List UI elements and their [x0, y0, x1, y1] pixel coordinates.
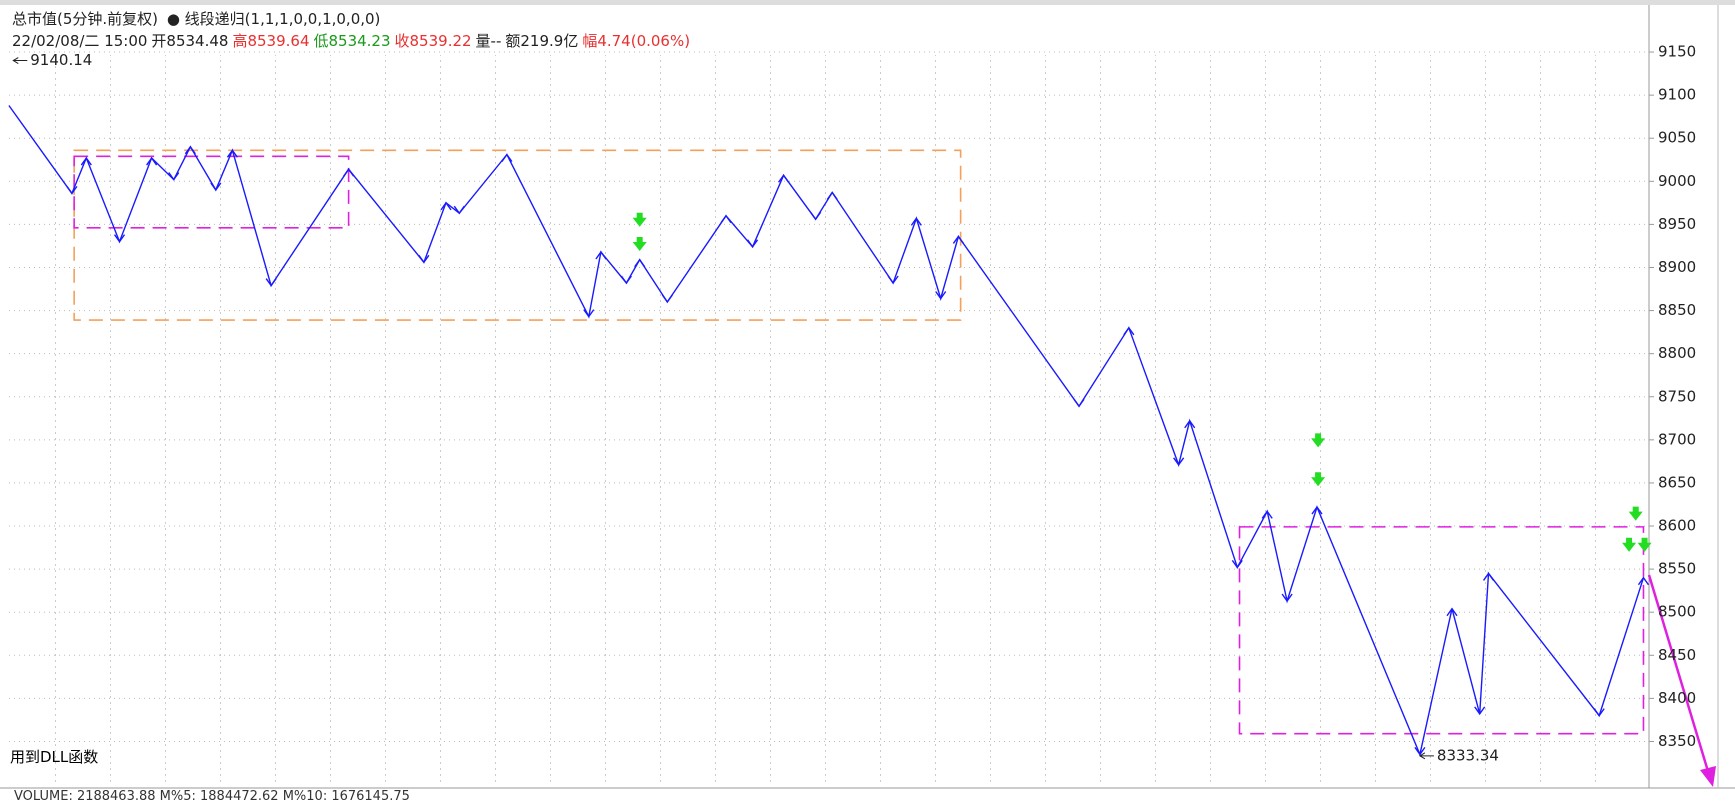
segment-arrowhead — [113, 234, 126, 243]
y-tick-label: 8450 — [1658, 646, 1696, 664]
range-box — [73, 155, 350, 229]
header-line-1: 总市值(5分钟.前复权) ● 线段递归(1,1,1,0,0,1,0,0,0) — [12, 8, 388, 29]
segment-arrowhead — [777, 174, 790, 183]
y-tick-label: 8850 — [1658, 301, 1696, 319]
segment-arrowhead — [1123, 326, 1135, 336]
amount: 额219.9亿 — [505, 32, 579, 50]
annotation-label: 9140.14 — [30, 51, 92, 69]
segment-arrowhead — [418, 254, 430, 264]
indicator-name: 线段递归(1,1,1,0,0,1,0,0,0) — [184, 10, 381, 28]
segment-arrowhead — [80, 156, 92, 166]
segment-arrowhead — [746, 239, 759, 249]
segment-arrowhead — [1184, 419, 1196, 429]
change: 幅4.74(0.06%) — [582, 32, 691, 50]
segment-arrowhead — [935, 291, 947, 300]
segment-arrowhead — [661, 294, 673, 304]
forecast-arrowhead — [1700, 766, 1716, 787]
forecast-arrow — [1647, 574, 1712, 779]
segment-arrowhead — [184, 145, 196, 155]
volume-line: VOLUME: 2188463.88 M%5: 1884472.62 M%10:… — [14, 789, 410, 804]
segment-arrowhead — [1474, 706, 1486, 716]
signal-arrow — [632, 236, 647, 251]
segment-arrowhead — [595, 250, 607, 260]
signal-arrow — [1311, 472, 1326, 487]
segment-arrowhead — [720, 214, 732, 224]
segment-arrowhead — [1073, 398, 1085, 408]
y-tick-label: 9150 — [1658, 43, 1696, 61]
segment-arrowhead — [265, 278, 277, 287]
vertical-grid — [9, 55, 1649, 785]
segment-arrowhead — [1311, 505, 1323, 515]
y-tick-label: 8400 — [1658, 689, 1696, 707]
signal-arrow — [1311, 433, 1326, 448]
y-tick-label: 8700 — [1658, 430, 1696, 448]
annotation-pointer — [1418, 752, 1434, 760]
y-tick-label: 8600 — [1658, 517, 1696, 535]
annotation-pointer — [12, 57, 28, 64]
segment-arrowhead — [810, 211, 822, 221]
top-bar — [0, 0, 1735, 5]
y-tick-label: 8500 — [1658, 603, 1696, 621]
y-tick-label: 8800 — [1658, 344, 1696, 362]
segment-arrowhead — [1482, 572, 1495, 581]
segment-arrowhead — [146, 156, 158, 166]
range-box — [73, 149, 962, 321]
segment-arrowhead — [343, 168, 355, 177]
segment-arrowhead — [583, 309, 595, 318]
header-line-2: 22/02/08/二 15:00 开8534.48 高8539.64 低8534.23… — [12, 30, 694, 51]
close: 收8539.22 — [394, 32, 472, 50]
segment-arrowhead — [440, 201, 452, 211]
segment-arrowhead — [168, 172, 180, 181]
segment-arrowhead — [501, 153, 513, 162]
signal-arrow — [632, 212, 647, 227]
segment-arrowhead — [210, 182, 222, 192]
y-tick-label: 8350 — [1658, 732, 1696, 750]
signal-arrow — [1622, 537, 1637, 552]
open: 开8534.48 — [151, 32, 229, 50]
segment-arrowhead — [620, 275, 632, 285]
segment-arrowhead — [1281, 593, 1293, 603]
low: 低8534.23 — [313, 32, 391, 50]
annotation-label: 8333.34 — [1437, 746, 1499, 764]
indicator: ● 线段递归(1,1,1,0,0,1,0,0,0) — [166, 10, 381, 28]
segment-arrowhead — [1446, 607, 1458, 617]
segment-arrowhead — [952, 235, 964, 244]
signal-arrow — [1637, 537, 1652, 552]
y-tick-label: 8550 — [1658, 560, 1696, 578]
volume: 量-- — [475, 32, 502, 50]
y-tick-label: 8950 — [1658, 215, 1696, 233]
segment-arrowhead — [1637, 576, 1650, 586]
segment-arrowhead — [1231, 559, 1243, 569]
segment-arrowhead — [634, 258, 646, 268]
y-tick-label: 9000 — [1658, 172, 1696, 190]
segment-arrowhead — [66, 185, 78, 195]
y-tick-label: 8900 — [1658, 258, 1696, 276]
segment-arrowhead — [887, 275, 899, 285]
y-tick-label: 9100 — [1658, 86, 1696, 104]
y-tick-label: 8650 — [1658, 473, 1696, 491]
note: 用到DLL函数 — [10, 748, 99, 766]
segment-arrowhead — [453, 205, 465, 215]
y-tick-label: 8750 — [1658, 387, 1696, 405]
high: 高8539.64 — [232, 32, 310, 50]
segment-arrowhead — [1414, 746, 1426, 756]
segment-arrowhead — [1173, 457, 1185, 467]
y-tick-label: 9050 — [1658, 129, 1696, 147]
segment-arrowhead — [1593, 708, 1605, 717]
signal-arrow — [1628, 506, 1643, 521]
segment-arrowhead — [910, 217, 922, 226]
title: 总市值(5分钟.前复权) — [12, 10, 159, 28]
datetime: 22/02/08/二 15:00 — [12, 32, 148, 50]
segment-arrowhead — [826, 191, 838, 200]
range-box — [1238, 526, 1645, 735]
segment-arrowhead — [1261, 510, 1273, 519]
segment-arrowhead — [226, 149, 238, 158]
